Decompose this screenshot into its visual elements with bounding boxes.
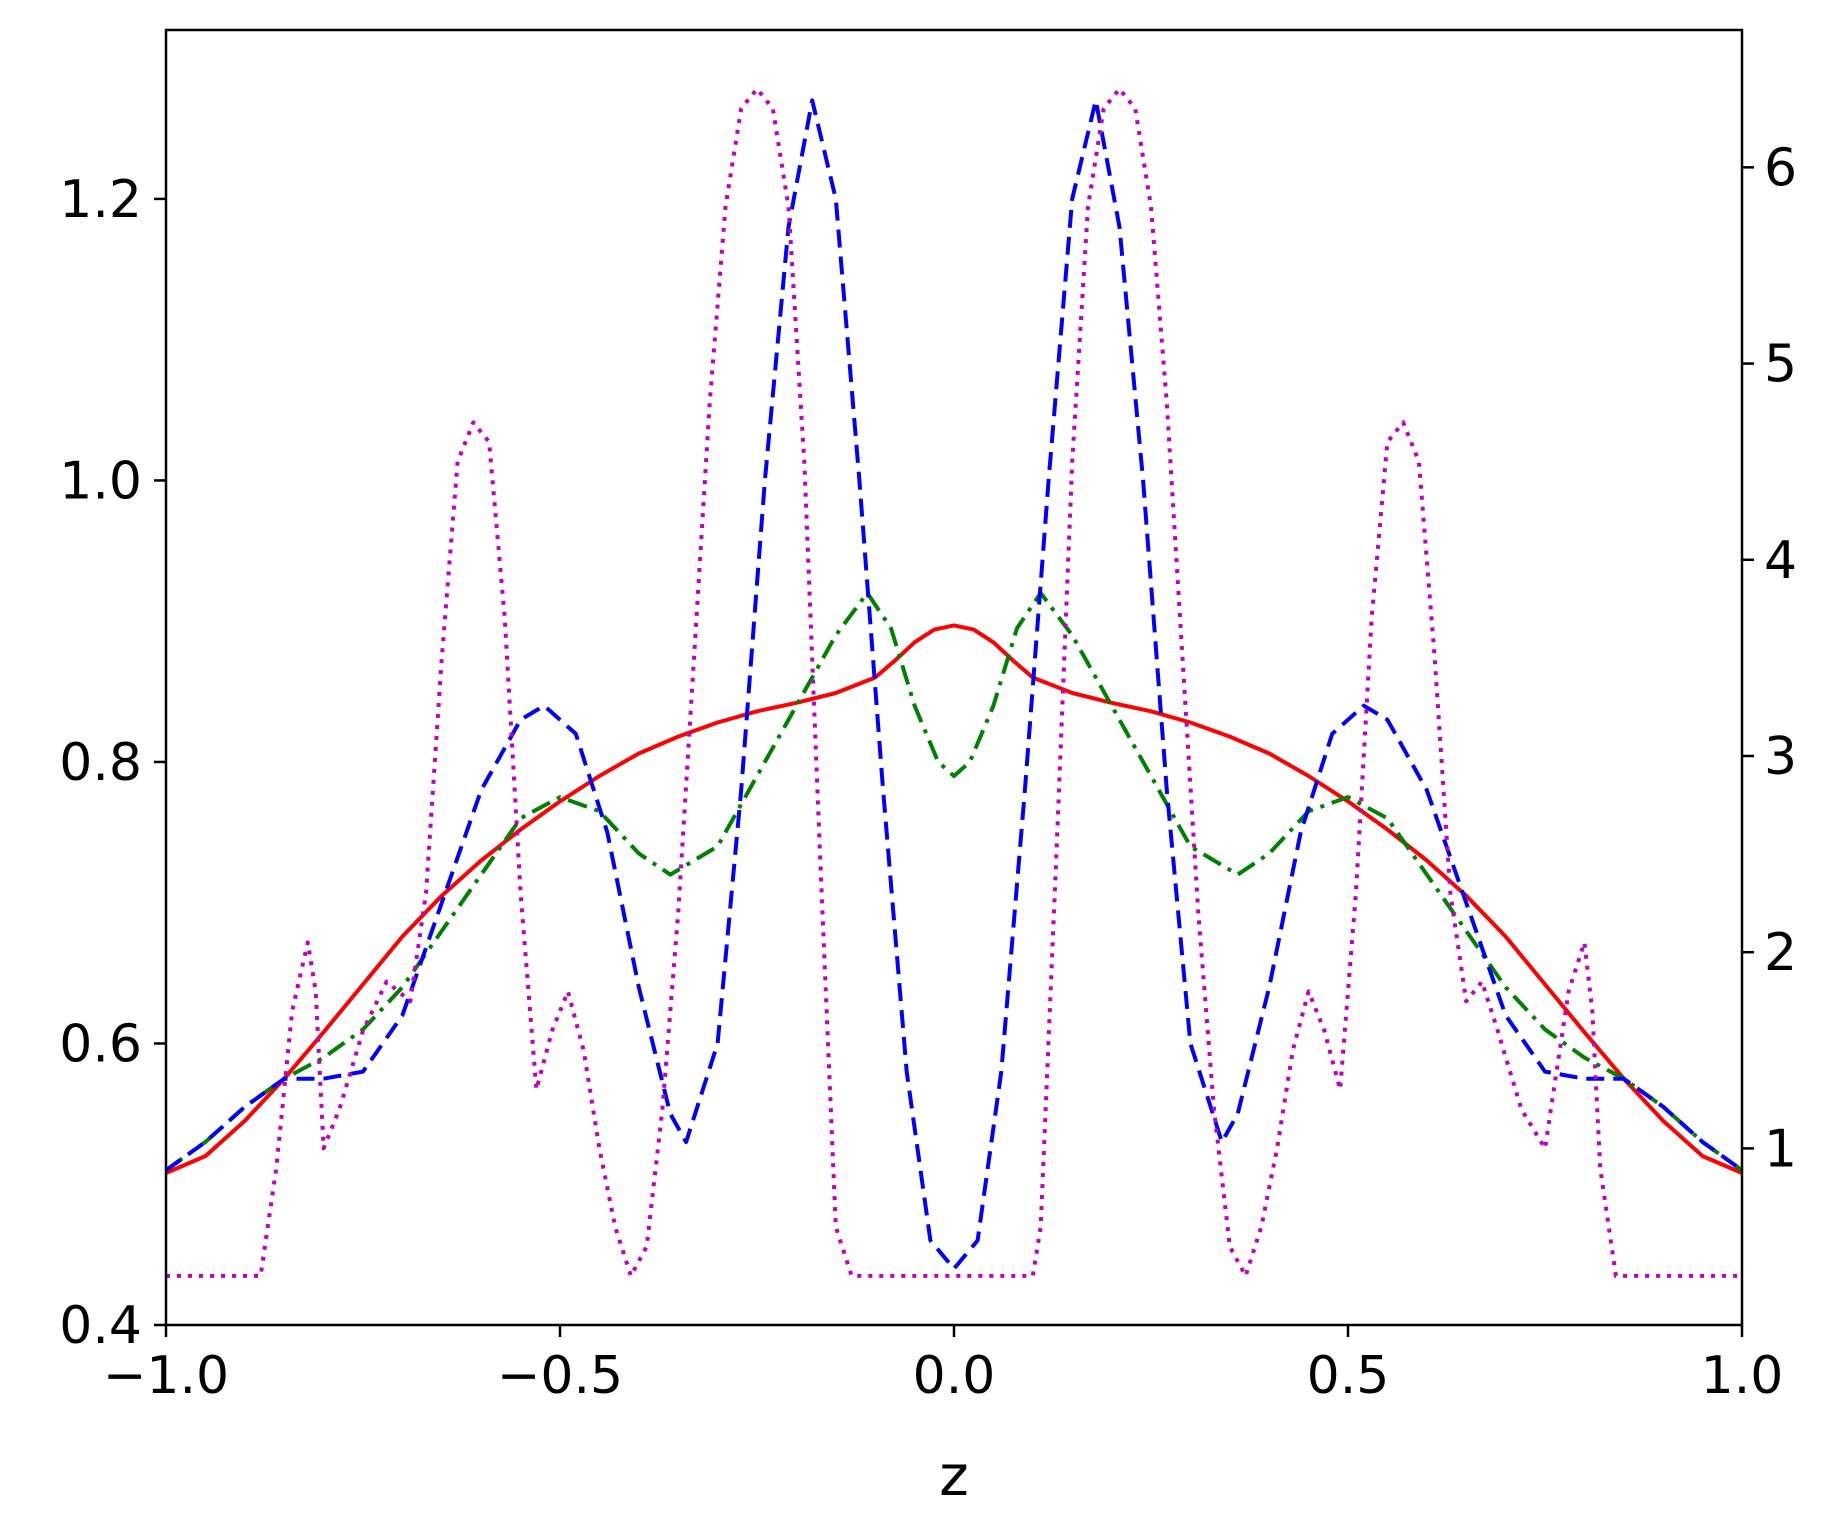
series-layer xyxy=(164,86,1744,1278)
y-left-tick-label: 0.8 xyxy=(59,733,142,793)
series-line-2 xyxy=(164,591,1744,1172)
plot-background xyxy=(166,30,1742,1325)
x-tick-label: 0.5 xyxy=(1307,1346,1390,1406)
series-line-1 xyxy=(165,623,1743,1175)
x-axis: −1.0 −0.5 0.0 0.5 1.0 xyxy=(103,1325,1783,1406)
y-right-tick-label: 6 xyxy=(1764,138,1797,198)
x-tick-label: −1.0 xyxy=(103,1346,229,1406)
x-tick-label: 0.0 xyxy=(913,1346,996,1406)
y-axis-left: 0.4 0.6 0.8 1.0 1.2 xyxy=(59,170,166,1356)
x-axis-title: z xyxy=(939,1444,968,1509)
series-line-3 xyxy=(164,98,1744,1271)
y-axis-right: 1 2 3 4 5 6 xyxy=(1742,138,1797,1179)
y-right-tick-label: 2 xyxy=(1764,923,1797,983)
y-right-tick-label: 4 xyxy=(1764,531,1797,591)
y-right-tick-label: 5 xyxy=(1764,335,1797,395)
y-left-tick-label: 0.6 xyxy=(59,1014,142,1074)
y-left-tick-label: 0.4 xyxy=(59,1296,142,1356)
y-right-tick-label: 1 xyxy=(1764,1119,1797,1179)
x-tick-label: −0.5 xyxy=(497,1346,623,1406)
y-left-tick-label: 1.0 xyxy=(59,451,142,511)
y-right-tick-label: 3 xyxy=(1764,727,1797,787)
x-tick-label: 1.0 xyxy=(1701,1346,1784,1406)
y-left-tick-label: 1.2 xyxy=(59,170,142,230)
